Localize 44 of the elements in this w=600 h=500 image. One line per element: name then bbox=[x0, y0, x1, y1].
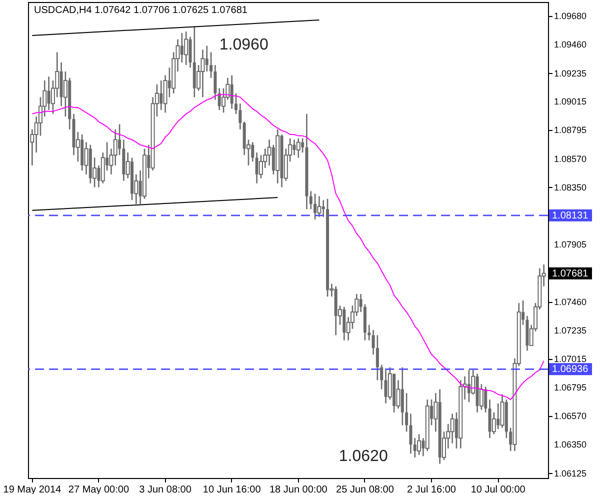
candlestick bbox=[184, 30, 188, 66]
x-tick-label: 10 Jul 00:00 bbox=[470, 484, 526, 496]
y-tick-label: 1.07235 bbox=[554, 326, 587, 336]
y-tick-label: 1.06570 bbox=[554, 411, 587, 422]
x-tick-label: 25 Jun 08:00 bbox=[336, 484, 394, 496]
y-tick-label: 1.06125 bbox=[554, 468, 587, 478]
text: 1.07681 bbox=[552, 268, 589, 280]
candlestick bbox=[317, 196, 322, 218]
annotation: 1.0620 bbox=[338, 448, 388, 465]
y-tick-label: 1.07015 bbox=[554, 354, 587, 364]
candlestick bbox=[380, 364, 384, 390]
candlestick bbox=[314, 193, 317, 220]
candlestick bbox=[417, 434, 422, 456]
candlestick bbox=[234, 92, 238, 115]
y-tick-label: 1.07460 bbox=[554, 296, 587, 307]
y-tick-label: 1.06795 bbox=[554, 382, 587, 392]
candlestick bbox=[238, 102, 242, 130]
chart-title: USDCAD,H4 1.07642 1.07706 1.07625 1.07681 bbox=[34, 5, 248, 16]
candlestick bbox=[309, 190, 312, 210]
ref-line-label: 1.08131 bbox=[552, 210, 589, 222]
x-tick-label: 18 Jun 00:00 bbox=[269, 484, 328, 496]
y-tick-label: 1.07905 bbox=[554, 240, 587, 250]
y-tick-label: 1.09460 bbox=[554, 39, 587, 50]
x-tick-label: 2 Jul 16:00 bbox=[407, 484, 456, 496]
candlestick bbox=[368, 324, 371, 341]
candlestick bbox=[210, 52, 213, 79]
y-tick-label: 1.08350 bbox=[554, 182, 587, 192]
y-tick-label: 1.08570 bbox=[554, 154, 587, 164]
y-tick-label: 1.09015 bbox=[554, 96, 587, 107]
x-tick-label: 10 Jun 16:00 bbox=[202, 484, 262, 496]
y-tick-label: 1.06350 bbox=[554, 440, 587, 450]
y-tick-label: 1.08795 bbox=[554, 125, 587, 136]
candlestick bbox=[200, 48, 205, 98]
y-tick-label: 1.09235 bbox=[554, 68, 587, 78]
y-tick-label: 1.09680 bbox=[554, 11, 587, 22]
candlestick bbox=[296, 138, 300, 158]
candlestick bbox=[405, 392, 408, 432]
ref-line-label: 1.06936 bbox=[552, 364, 589, 376]
candlestick bbox=[372, 329, 375, 356]
candlestick bbox=[214, 64, 217, 100]
candlestick bbox=[376, 334, 379, 381]
x-tick-label: 3 Jun 08:00 bbox=[139, 484, 192, 496]
annotation: 1.0960 bbox=[219, 36, 268, 54]
candlestick bbox=[409, 413, 412, 454]
